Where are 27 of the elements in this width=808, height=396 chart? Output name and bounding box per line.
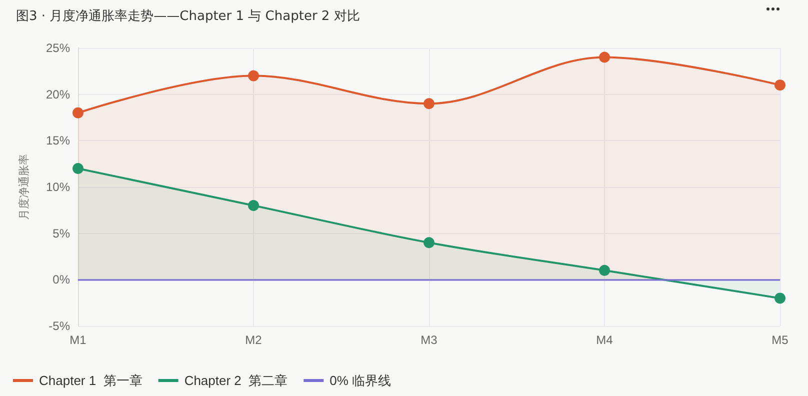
y-tick-label: 20% <box>46 87 70 102</box>
legend-label: 0% 临界线 <box>330 373 392 388</box>
point <box>599 52 610 63</box>
x-tick-label: M4 <box>596 333 614 347</box>
legend-label: Chapter 2 第二章 <box>184 373 288 388</box>
chart-title: 图3 · 月度净通胀率走势——Chapter 1 与 Chapter 2 对比 <box>16 8 360 25</box>
point <box>424 237 434 248</box>
x-tick-label: M5 <box>772 333 789 347</box>
y-tick-label: 0% <box>52 272 70 287</box>
point <box>774 80 786 91</box>
point <box>599 264 610 276</box>
point <box>248 70 259 82</box>
y-axis-title: 月度净通胀率 <box>18 154 30 220</box>
x-tick-label: M1 <box>70 333 87 347</box>
point <box>248 200 259 212</box>
y-tick-label: 5% <box>52 226 70 240</box>
y-tick-label: 10% <box>46 180 70 194</box>
point <box>424 98 434 110</box>
x-tick-label: M3 <box>420 333 438 347</box>
point <box>72 162 84 174</box>
y-tick-label: 25% <box>46 41 70 55</box>
point <box>72 107 84 118</box>
y-tick-label: -5% <box>48 319 70 333</box>
point <box>774 292 786 304</box>
legend-label: Chapter 1 第一章 <box>39 373 142 388</box>
y-tick-label: 15% <box>46 134 70 148</box>
x-tick-label: M2 <box>245 333 262 347</box>
